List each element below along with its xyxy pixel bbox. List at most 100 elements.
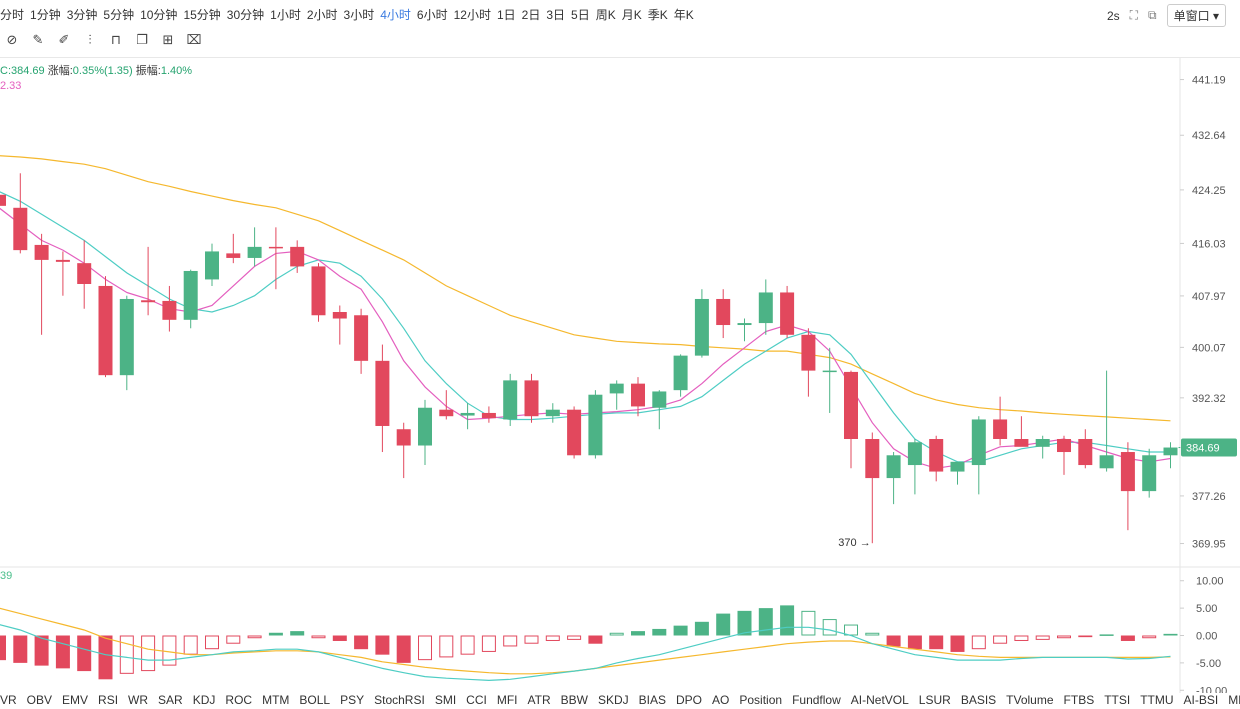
indicator-tab-roc[interactable]: ROC	[225, 693, 253, 707]
candle	[716, 298, 731, 326]
lock-icon[interactable]: ⊓	[110, 32, 122, 47]
popout-icon[interactable]: ⧉	[1148, 8, 1157, 22]
period-6[interactable]: 30分钟	[226, 8, 265, 22]
indicator-tab-mlr[interactable]: MLR	[1228, 693, 1240, 707]
pen-icon[interactable]: ✐	[58, 32, 70, 47]
indicator-tab-mtm[interactable]: MTM	[262, 693, 290, 707]
sub-indicator-info: 39	[0, 570, 13, 582]
indicator-tab-skdj[interactable]: SKDJ	[597, 693, 629, 707]
indicator-tab-boll[interactable]: BOLL	[299, 693, 331, 707]
indicator-tab-dpo[interactable]: DPO	[676, 693, 703, 707]
amplitude-label: 振幅:	[135, 65, 161, 77]
indicator-tab-sar[interactable]: SAR	[158, 693, 183, 707]
ruler-icon[interactable]: ✎	[32, 32, 44, 47]
period-16[interactable]: 5日	[571, 8, 590, 22]
indicator-tab-mfi[interactable]: MFI	[496, 693, 518, 707]
indicator-tab-stochrsi[interactable]: StochRSI	[374, 693, 425, 707]
period-8[interactable]: 2小时	[306, 8, 338, 22]
indicator-tab-wr[interactable]: WR	[128, 693, 149, 707]
period-4[interactable]: 10分钟	[140, 8, 178, 22]
indicator-tab-bbw[interactable]: BBW	[560, 693, 588, 707]
indicator-tab-rsi[interactable]: RSI	[98, 693, 119, 707]
histogram-bar	[545, 635, 560, 641]
indicator-tab-bias[interactable]: BIAS	[638, 693, 666, 707]
refresh-interval[interactable]: 2s	[1106, 8, 1120, 23]
histogram-bar	[865, 632, 880, 636]
indicator-tab-fundflow[interactable]: Fundflow	[792, 693, 841, 707]
period-18[interactable]: 月K	[621, 8, 642, 22]
period-0[interactable]: 分时	[0, 8, 25, 22]
indicator-tab-ttmu[interactable]: TTMU	[1140, 693, 1174, 707]
sub-y-tick-label: 10.00	[1196, 576, 1224, 588]
period-13[interactable]: 1日	[496, 8, 516, 22]
indicator-tabs: VR OBV EMV RSI WR SAR KDJ ROC MTM BOLL PSY StochRSI…	[0, 693, 1240, 709]
indicator-tab-obv[interactable]: OBV	[26, 693, 53, 707]
chart-area[interactable]: 441.19432.64424.25416.03407.97400.07392.…	[0, 58, 1240, 693]
period-2[interactable]: 3分钟	[66, 8, 98, 22]
screenshot-icon[interactable]: ⊞	[162, 32, 174, 47]
indicator-tab-tvolume[interactable]: TVolume	[1006, 693, 1054, 707]
window-mode-select[interactable]: 单窗口 ▾	[1166, 4, 1226, 27]
candle	[1078, 439, 1093, 466]
indicator-tab-ao[interactable]: AO	[712, 693, 730, 707]
candle	[588, 394, 603, 456]
indicator-tab-emv[interactable]: EMV	[62, 693, 89, 707]
link-icon[interactable]: ⊘	[6, 32, 18, 47]
histogram-bar	[55, 635, 70, 669]
histogram-bar	[311, 635, 326, 639]
candle	[439, 409, 454, 417]
copy-icon[interactable]: ❐	[136, 32, 148, 47]
histogram-bar	[801, 610, 816, 636]
trash-icon[interactable]: ⌧	[186, 32, 202, 47]
candle	[780, 292, 795, 335]
indicator-tab-atr[interactable]: ATR	[527, 693, 551, 707]
candle	[119, 298, 134, 376]
period-14[interactable]: 2日	[521, 8, 541, 22]
indicator-tab-smi[interactable]: SMI	[434, 693, 457, 707]
y-tick-label: 424.25	[1192, 185, 1226, 197]
period-5[interactable]: 15分钟	[183, 8, 221, 22]
indicator-tab-ai-netvol[interactable]: AI-NetVOL	[850, 693, 909, 707]
candle	[0, 194, 6, 206]
period-7[interactable]: 1小时	[270, 8, 301, 22]
histogram-bar	[1099, 634, 1114, 636]
candle	[1014, 439, 1029, 447]
period-10[interactable]: 4小时	[380, 8, 411, 22]
period-20[interactable]: 年K	[673, 8, 694, 22]
candle	[205, 251, 219, 280]
period-19[interactable]: 季K	[647, 8, 668, 22]
histogram-bar	[119, 635, 134, 674]
indicator-tab-kdj[interactable]: KDJ	[192, 693, 216, 707]
candle	[481, 412, 496, 419]
candle	[162, 300, 177, 320]
period-11[interactable]: 6小时	[416, 8, 448, 22]
histogram-bar	[694, 621, 709, 636]
last-price-tag	[1181, 438, 1237, 457]
histogram-bar	[716, 613, 731, 636]
histogram-bar	[13, 635, 28, 663]
indicator-tab-vr[interactable]: VR	[0, 693, 17, 707]
indicator-tab-basis[interactable]: BASIS	[960, 693, 997, 707]
fullscreen-icon[interactable]: ⛶	[1129, 8, 1139, 22]
indicator-tab-lsur[interactable]: LSUR	[918, 693, 951, 707]
histogram-bar	[183, 635, 198, 655]
y-tick-label: 392.32	[1192, 393, 1226, 405]
indicator-tab-ai-bsi[interactable]: AI-BSI	[1183, 693, 1219, 707]
indicator-tab-cci[interactable]: CCI	[466, 693, 487, 707]
period-1[interactable]: 1分钟	[30, 8, 61, 22]
period-15[interactable]: 3日	[546, 8, 566, 22]
period-9[interactable]: 3小时	[343, 8, 375, 22]
indicator-tab-ftbs[interactable]: FTBS	[1063, 693, 1095, 707]
histogram-bar	[652, 628, 667, 636]
histogram-bar	[609, 632, 624, 636]
candle	[460, 412, 475, 416]
histogram-bar	[907, 635, 922, 650]
indicator-tab-ttsi[interactable]: TTSI	[1104, 693, 1131, 707]
indicator-tab-position[interactable]: Position	[739, 693, 783, 707]
candles-icon[interactable]: ⫶	[88, 32, 92, 47]
period-3[interactable]: 5分钟	[103, 8, 135, 22]
histogram-bar	[481, 635, 496, 652]
period-12[interactable]: 12小时	[453, 8, 491, 22]
indicator-tab-psy[interactable]: PSY	[340, 693, 365, 707]
period-17[interactable]: 周K	[595, 8, 616, 22]
